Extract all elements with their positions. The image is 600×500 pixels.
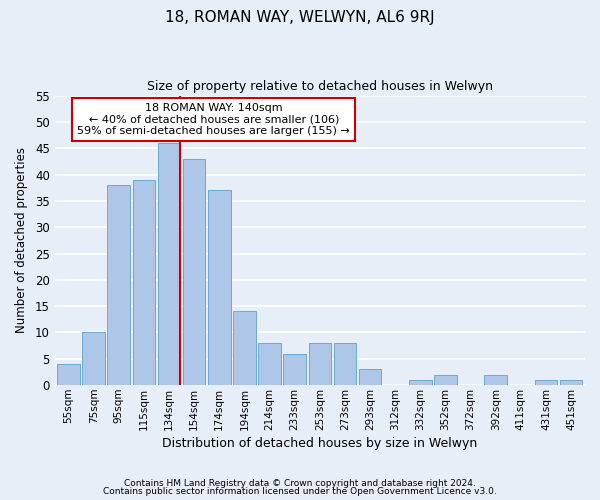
Bar: [57, 364, 80, 385]
Bar: [409, 380, 431, 385]
Bar: [283, 354, 306, 385]
Title: Size of property relative to detached houses in Welwyn: Size of property relative to detached ho…: [147, 80, 493, 93]
X-axis label: Distribution of detached houses by size in Welwyn: Distribution of detached houses by size …: [162, 437, 478, 450]
Bar: [158, 143, 181, 385]
Bar: [233, 312, 256, 385]
Y-axis label: Number of detached properties: Number of detached properties: [15, 148, 28, 334]
Bar: [107, 185, 130, 385]
Text: Contains public sector information licensed under the Open Government Licence v3: Contains public sector information licen…: [103, 487, 497, 496]
Bar: [133, 180, 155, 385]
Bar: [308, 343, 331, 385]
Bar: [258, 343, 281, 385]
Bar: [183, 158, 205, 385]
Text: 18, ROMAN WAY, WELWYN, AL6 9RJ: 18, ROMAN WAY, WELWYN, AL6 9RJ: [165, 10, 435, 25]
Bar: [359, 370, 382, 385]
Text: 18 ROMAN WAY: 140sqm
← 40% of detached houses are smaller (106)
59% of semi-deta: 18 ROMAN WAY: 140sqm ← 40% of detached h…: [77, 103, 350, 136]
Bar: [535, 380, 557, 385]
Bar: [484, 374, 507, 385]
Bar: [208, 190, 230, 385]
Bar: [560, 380, 583, 385]
Bar: [82, 332, 105, 385]
Bar: [434, 374, 457, 385]
Bar: [334, 343, 356, 385]
Text: Contains HM Land Registry data © Crown copyright and database right 2024.: Contains HM Land Registry data © Crown c…: [124, 478, 476, 488]
